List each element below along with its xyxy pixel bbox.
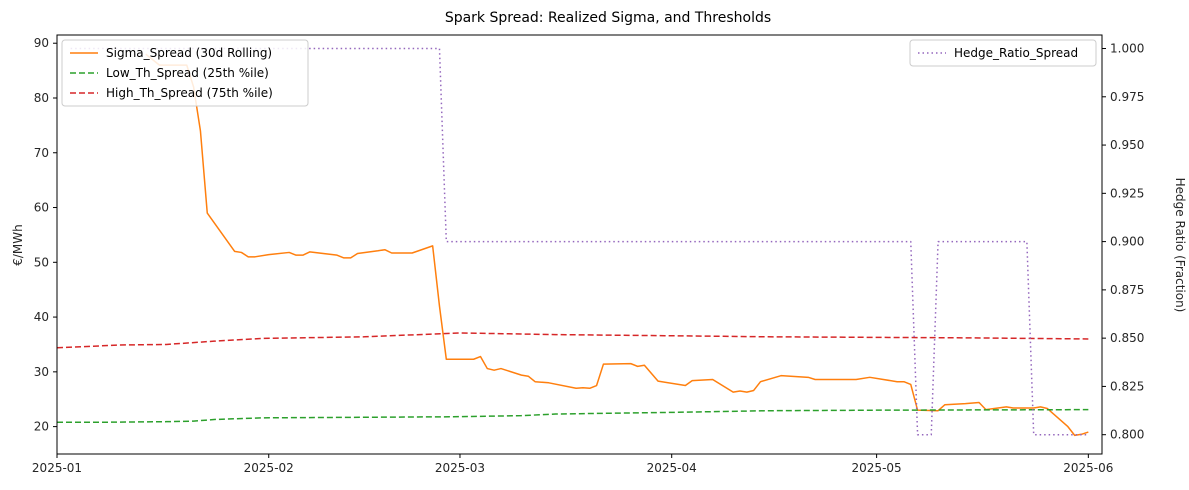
legend-right: Hedge_Ratio_Spread xyxy=(909,39,1097,67)
series-line-high-th-spread-75th-ile xyxy=(56,332,1089,349)
y-axis-right: 0.800 0.825 0.850 0.875 0.900 0.925 0.950 0.975… xyxy=(1102,42,1144,442)
x-axis: 2025-01 2025-02 2025-03 2025-04 2025-05 2025-… xyxy=(32,454,1113,475)
legend-label-hedge-ratio-spread: Hedge_Ratio_Spread xyxy=(954,46,1078,60)
y-tick-label: 20 xyxy=(34,420,49,434)
legend-left: Sigma_Spread (30d Rolling) Low_Th_Spread … xyxy=(61,39,309,107)
legend-label-low-th-spread-25th-ile: Low_Th_Spread (25th %ile) xyxy=(106,66,269,80)
y-tick-label: 30 xyxy=(34,365,49,379)
x-tick-label: 2025-03 xyxy=(435,461,485,475)
y-tick-label: 80 xyxy=(34,91,49,105)
y2-tick-label: 0.900 xyxy=(1110,235,1144,249)
y2-tick-label: 0.975 xyxy=(1110,90,1144,104)
series-line-low-th-spread-25th-ile xyxy=(57,408,1089,423)
x-tick-label: 2025-04 xyxy=(647,461,697,475)
chart-title: Spark Spread: Realized Sigma, and Thresh… xyxy=(445,10,771,26)
y-tick-label: 70 xyxy=(34,146,49,160)
plot-lines xyxy=(56,47,1089,437)
x-tick-label: 2025-02 xyxy=(244,461,294,475)
y2-tick-label: 1.000 xyxy=(1110,42,1144,56)
legend-label-high-th-spread-75th-ile: High_Th_Spread (75th %ile) xyxy=(106,86,273,100)
legend-box xyxy=(909,39,1097,67)
y-tick-label: 60 xyxy=(34,201,49,215)
y-axis-title: €/MWh xyxy=(11,224,25,266)
legend-box xyxy=(61,39,309,107)
y2-tick-label: 0.925 xyxy=(1110,186,1144,200)
y-tick-label: 40 xyxy=(34,310,49,324)
y2-tick-label: 0.875 xyxy=(1110,283,1144,297)
x-tick-label: 2025-06 xyxy=(1063,461,1113,475)
y2-tick-label: 0.800 xyxy=(1110,428,1144,442)
series-line-sigma-spread-30d-rolling xyxy=(145,53,1089,437)
x-tick-label: 2025-01 xyxy=(32,461,82,475)
series-line-hedge-ratio-spread xyxy=(70,47,1089,436)
y2-tick-label: 0.850 xyxy=(1110,331,1144,345)
plot-frame xyxy=(56,34,1103,455)
y-axis-left: 20 30 40 50 60 70 80 90 xyxy=(34,36,57,434)
y2-tick-label: 0.950 xyxy=(1110,138,1144,152)
y-tick-label: 90 xyxy=(34,36,49,50)
y2-axis-title: Hedge Ratio (Fraction) xyxy=(1173,178,1187,313)
x-tick-label: 2025-05 xyxy=(852,461,902,475)
legend-label-sigma-spread-30d-rolling: Sigma_Spread (30d Rolling) xyxy=(106,46,272,60)
y-tick-label: 50 xyxy=(34,255,49,269)
y2-tick-label: 0.825 xyxy=(1110,379,1144,393)
